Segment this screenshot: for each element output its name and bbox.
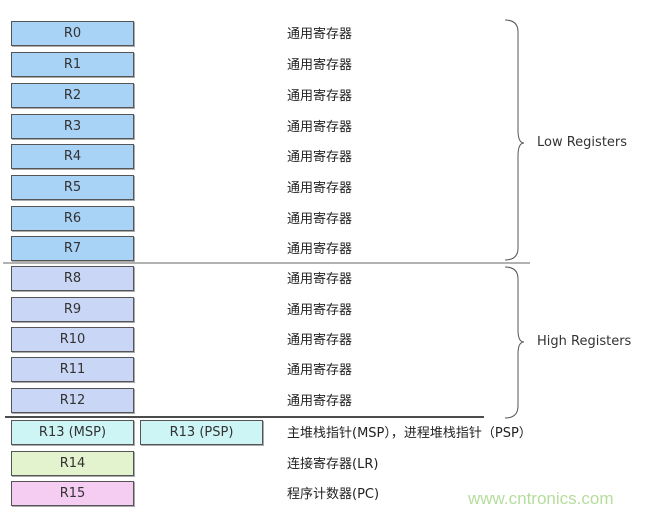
register-description: 通用寄存器 [287, 150, 353, 165]
register-box: R2 [11, 83, 134, 108]
register-description: 通用寄存器 [287, 58, 353, 73]
register-box: R3 [11, 114, 134, 139]
register-description: 通用寄存器 [287, 242, 353, 257]
register-description: 通用寄存器 [287, 120, 353, 135]
register-description: 通用寄存器 [287, 333, 353, 348]
register-description: 通用寄存器 [287, 27, 353, 42]
register-box: R14 [11, 451, 134, 476]
register-box: R9 [11, 297, 134, 322]
register-box: R1 [11, 52, 134, 77]
register-box: R8 [11, 266, 134, 291]
register-description: 通用寄存器 [287, 394, 353, 409]
register-description: 主堆栈指针(MSP），进程堆栈指针（PSP） [287, 426, 532, 441]
register-description: 程序计数器(PC) [287, 487, 380, 502]
register-box: R15 [11, 481, 134, 506]
register-description: 通用寄存器 [287, 303, 353, 318]
register-box: R7 [11, 236, 134, 261]
register-box: R6 [11, 206, 134, 231]
register-box: R12 [11, 388, 134, 413]
register-description: 连接寄存器(LR) [287, 457, 379, 472]
high-registers-label: High Registers [537, 334, 632, 349]
register-description: 通用寄存器 [287, 89, 353, 104]
register-box-alt: R13 (PSP) [140, 420, 263, 445]
low-registers-brace [504, 19, 525, 261]
high-registers-brace [504, 266, 525, 419]
register-box: R13 (MSP) [11, 420, 134, 445]
register-box: R0 [11, 21, 134, 46]
register-description: 通用寄存器 [287, 363, 353, 378]
register-box: R4 [11, 144, 134, 169]
low-registers-label: Low Registers [537, 135, 628, 150]
register-description: 通用寄存器 [287, 212, 353, 227]
watermark: www.cntronics.com [468, 489, 614, 508]
register-box: R5 [11, 175, 134, 200]
register-description: 通用寄存器 [287, 272, 353, 287]
register-box: R11 [11, 357, 134, 382]
register-box: R10 [11, 327, 134, 352]
register-description: 通用寄存器 [287, 181, 353, 196]
